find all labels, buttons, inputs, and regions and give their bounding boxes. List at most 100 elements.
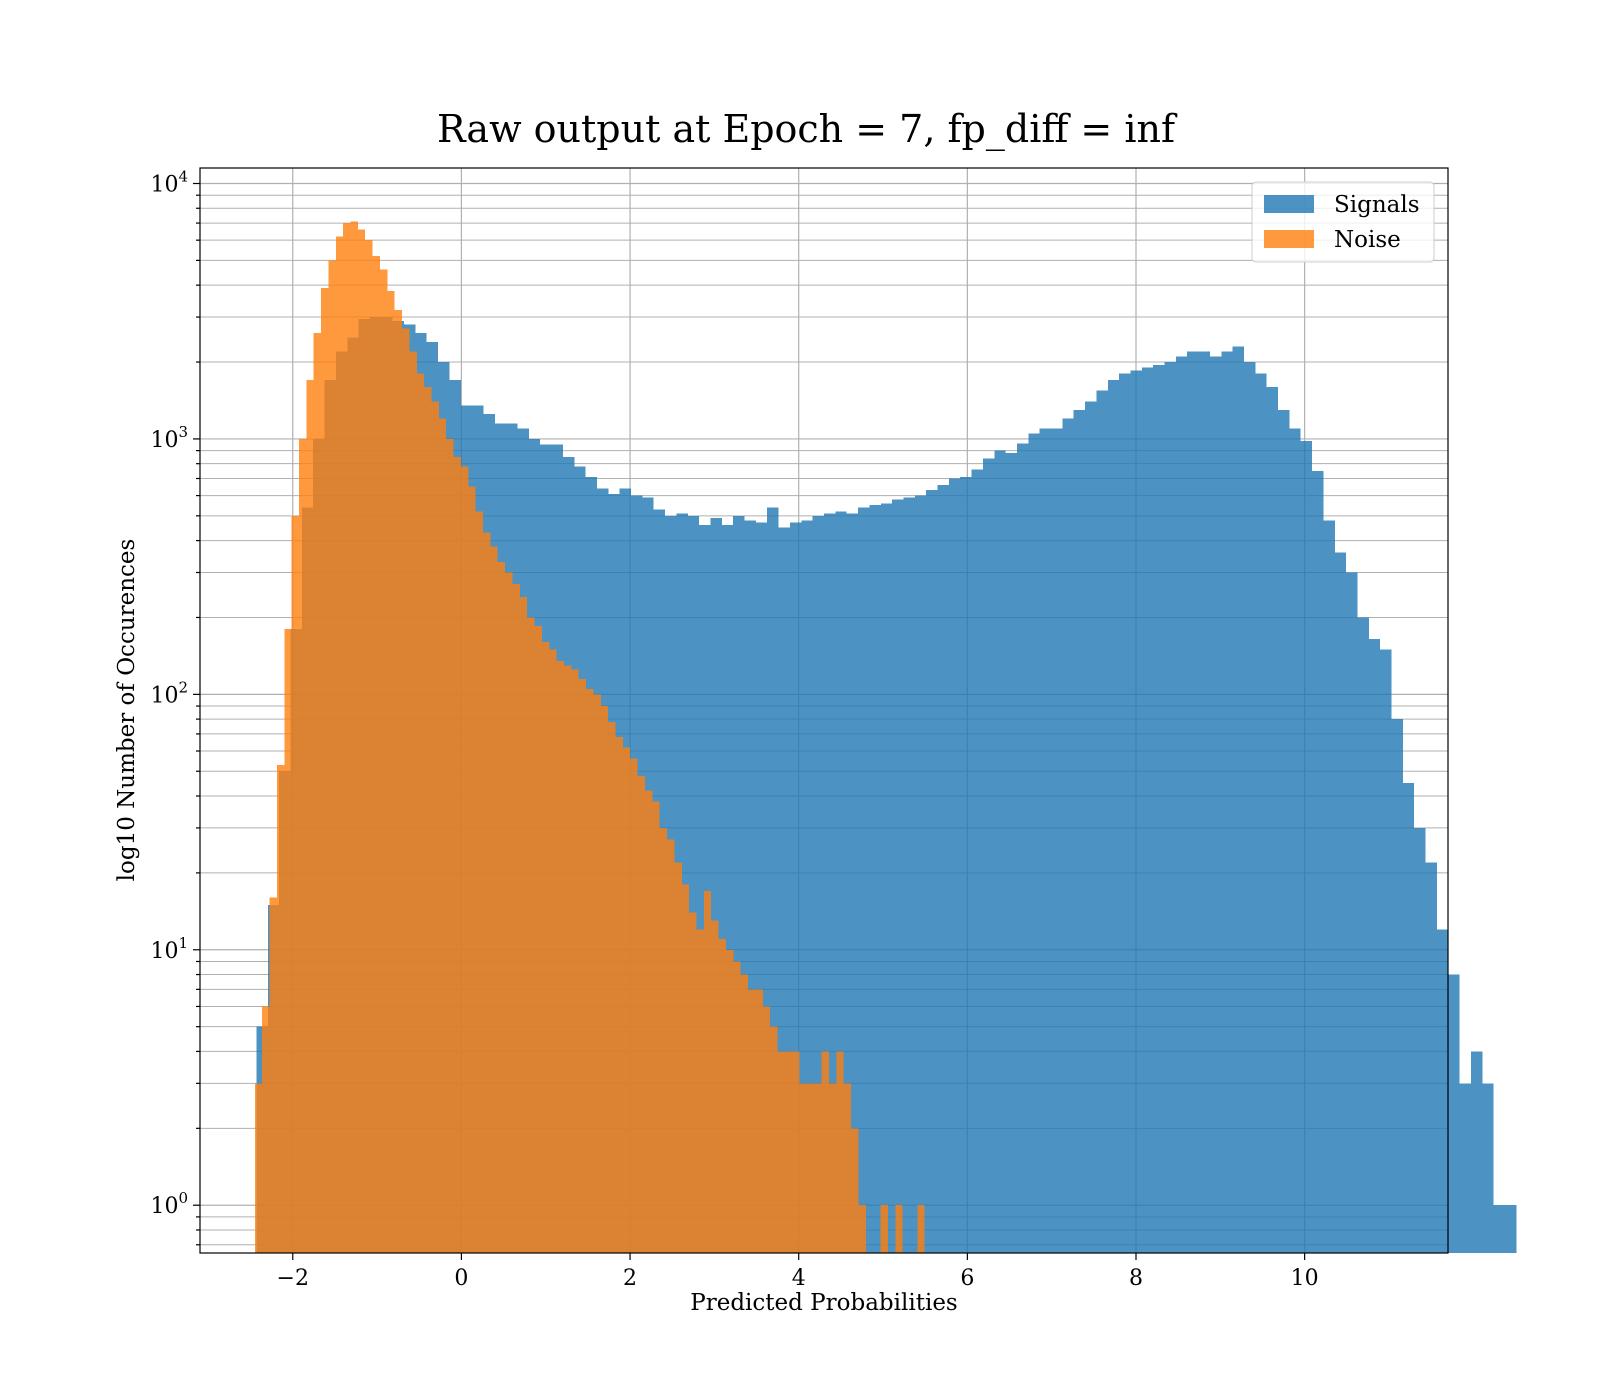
histogram-bar xyxy=(926,490,938,1253)
histogram-bar xyxy=(379,269,388,1253)
chart-title: Raw output at Epoch = 7, fp_diff = inf xyxy=(437,107,1178,152)
histogram-bar xyxy=(792,1051,800,1253)
x-tick-label: 2 xyxy=(623,1266,637,1291)
histogram-bar xyxy=(1107,380,1120,1253)
histogram-bar xyxy=(637,775,645,1253)
histogram-bar xyxy=(306,380,314,1253)
histogram-bar xyxy=(497,561,506,1253)
legend-swatch-noise xyxy=(1264,230,1314,248)
y-tick-label: 102 xyxy=(150,678,188,708)
histogram-bar xyxy=(971,469,983,1253)
x-tick-label: 4 xyxy=(792,1266,806,1291)
histogram-bar xyxy=(659,827,668,1253)
legend: Signals Noise xyxy=(1251,181,1435,263)
histogram-bar xyxy=(1005,453,1017,1253)
histogram-bar xyxy=(394,309,403,1253)
histogram-bar xyxy=(846,513,859,1253)
histogram-bar xyxy=(869,505,881,1253)
histogram-bar xyxy=(667,839,675,1253)
histogram-bar xyxy=(851,1128,859,1253)
histogram-bar xyxy=(600,706,609,1253)
histogram-bar xyxy=(812,515,824,1253)
histogram-bar xyxy=(1209,356,1222,1253)
histogram-bar xyxy=(1425,862,1437,1253)
histogram-bar xyxy=(903,497,915,1253)
histogram-bar xyxy=(755,989,763,1253)
histogram-bar xyxy=(778,527,790,1253)
histogram-bar xyxy=(1391,719,1403,1253)
histogram-bar xyxy=(1368,638,1381,1253)
histogram-bar xyxy=(1289,428,1301,1253)
histogram-bar xyxy=(387,290,395,1253)
histogram-bar xyxy=(1436,929,1449,1253)
histogram-bar xyxy=(718,939,726,1253)
histogram-bar xyxy=(372,256,380,1253)
histogram-bar xyxy=(1028,433,1040,1254)
histogram-bar xyxy=(1493,1205,1506,1253)
histogram-bar xyxy=(291,515,299,1253)
histogram-bar xyxy=(674,862,682,1253)
histogram-bar xyxy=(711,920,719,1253)
legend-label-noise: Noise xyxy=(1334,227,1401,253)
histogram-bar xyxy=(1323,520,1335,1253)
histogram-bar xyxy=(725,949,734,1253)
histogram-bar xyxy=(1300,441,1313,1253)
histogram-bar xyxy=(350,221,358,1253)
x-tick-label: 0 xyxy=(454,1266,468,1291)
histogram-bar xyxy=(748,989,756,1253)
histogram-bar xyxy=(262,1006,270,1253)
histogram-bar xyxy=(1085,401,1097,1253)
histogram-bar xyxy=(586,688,594,1253)
histogram-bar xyxy=(578,678,587,1253)
histogram-bar xyxy=(298,438,307,1253)
histogram-bar xyxy=(1051,428,1063,1253)
histogram-bar xyxy=(519,597,528,1253)
legend-label-signals: Signals xyxy=(1334,192,1420,218)
y-axis-label: log10 Number of Occurences xyxy=(114,539,140,882)
histogram-bar xyxy=(1243,362,1256,1253)
histogram-bar xyxy=(1096,390,1108,1253)
histogram-bar xyxy=(814,1083,822,1253)
histogram-bar xyxy=(755,522,768,1253)
histogram-bar xyxy=(431,401,439,1253)
histogram-bar xyxy=(699,525,711,1253)
histogram-bar xyxy=(801,520,813,1253)
histogram-bar xyxy=(1073,409,1086,1253)
histogram-bar xyxy=(806,1083,815,1253)
histogram-bar xyxy=(799,1083,807,1253)
histogram-bar xyxy=(824,513,836,1253)
histogram-bar xyxy=(1039,428,1052,1253)
histogram-bar xyxy=(1414,827,1426,1253)
histogram-bar xyxy=(829,1083,837,1253)
histogram-bar xyxy=(960,476,972,1253)
histogram-bar xyxy=(740,974,749,1253)
y-tick-label: 100 xyxy=(150,1189,188,1219)
histogram-bar xyxy=(721,525,734,1253)
histogram-bar xyxy=(733,515,745,1253)
histogram-bar xyxy=(335,236,344,1253)
histogram-bar xyxy=(948,478,961,1254)
histogram-bar xyxy=(402,328,410,1253)
histogram-bar xyxy=(1482,1083,1494,1253)
histogram-bar xyxy=(1448,974,1460,1253)
histogram-bar xyxy=(784,1051,793,1253)
histogram-bar xyxy=(880,503,893,1253)
series-noise xyxy=(254,221,925,1254)
histogram-bar xyxy=(1380,649,1392,1253)
histogram-bar xyxy=(284,629,292,1253)
histogram-bar xyxy=(615,737,623,1253)
histogram-bar xyxy=(1187,351,1199,1254)
histogram-bar xyxy=(1278,409,1290,1253)
histogram-bar xyxy=(505,572,513,1253)
histogram-bar xyxy=(424,386,432,1253)
x-tick-label: 8 xyxy=(1129,1266,1143,1291)
histogram-bar xyxy=(777,1051,785,1253)
axis-ticks: −2 0 2 4 6 8 10 100 101 102 103 104 xyxy=(150,168,1318,1291)
histogram-bar xyxy=(343,223,351,1253)
histogram-bars xyxy=(254,221,1517,1254)
histogram-bar xyxy=(446,438,454,1253)
histogram-bar xyxy=(409,351,417,1254)
histogram-bar xyxy=(622,747,631,1253)
